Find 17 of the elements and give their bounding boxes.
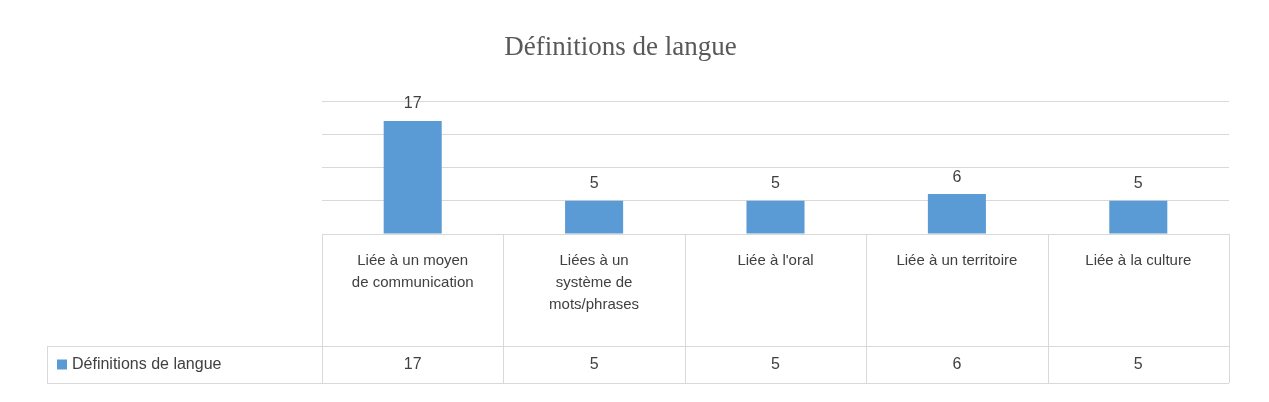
data-label: 5 [771,174,781,192]
x-tick-label: Liée à un territoire [896,251,1018,269]
data-label: 5 [589,174,599,192]
x-tick-label: Liée à la culture [1085,251,1192,269]
x-tick-label: Liée à l'oral [737,251,814,269]
data-label: 5 [1133,174,1143,192]
x-tick-label: Liées à un système de mots/phrases [549,251,640,312]
data-label: 6 [952,167,962,185]
text: 6 [952,354,962,372]
text: 17 [403,354,422,372]
legend-label: Définitions de langue [72,354,222,372]
data-label: 17 [403,94,422,112]
text: 5 [1133,354,1143,372]
chart-title: Définitions de langue [504,31,737,62]
x-tick-label: Liée à un moyen de communication [351,251,474,290]
text: 5 [771,354,781,372]
text: 5 [589,354,599,372]
